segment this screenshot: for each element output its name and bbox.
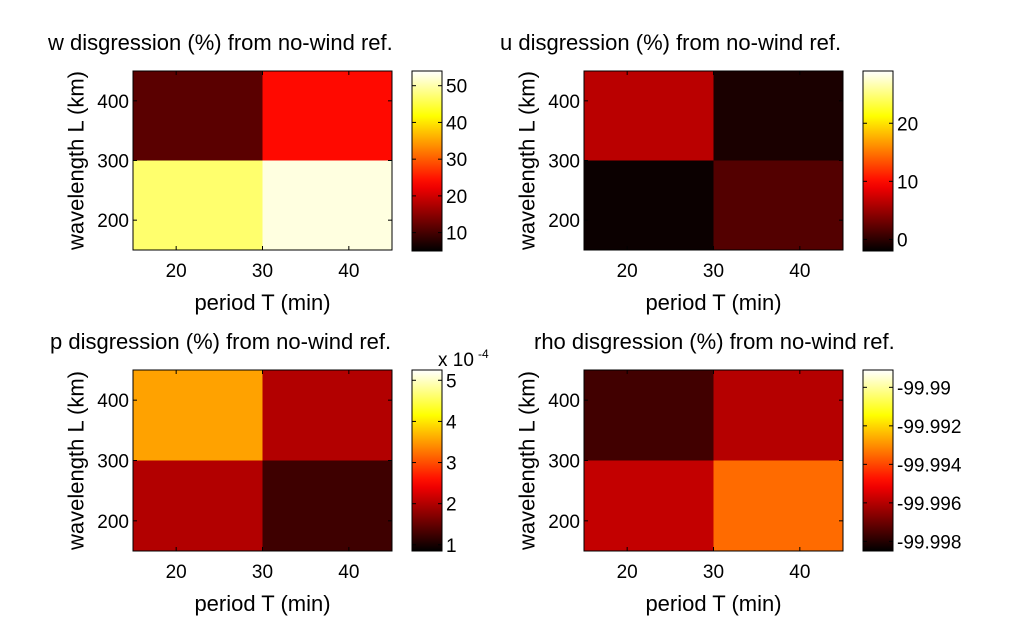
heatmap-cell-r1-c1	[262, 71, 392, 161]
colorbar-box	[862, 369, 894, 552]
y-tick-label: 400	[97, 391, 129, 412]
x-tick-label: 30	[703, 261, 724, 282]
colorbar-tick-label: -99.998	[897, 532, 961, 553]
colorbar-tick-label: -99.996	[897, 494, 961, 515]
heatmap-cell-r1-c0	[133, 71, 263, 161]
colorbar-tick-label: -99.994	[897, 455, 962, 476]
y-tick-label: 300	[97, 452, 129, 473]
heatmap-cell-r1-c0	[133, 370, 263, 461]
heatmap-cell-r0-c0	[584, 160, 714, 250]
x-tick-label: 30	[252, 261, 273, 282]
chart-title: rho disgression (%) from no-wind ref.	[534, 329, 895, 354]
y-tick-label: 400	[548, 391, 580, 412]
colorbar-gradient	[863, 370, 893, 551]
heatmap-cell-r0-c0	[133, 460, 263, 551]
chart-title: u disgression (%) from no-wind ref.	[500, 30, 841, 55]
heatmap-cell-r0-c1	[713, 160, 843, 250]
heatmap-cell-r1-c0	[584, 370, 714, 461]
y-axis-label: wavelength L (km)	[515, 371, 540, 551]
y-tick-label: 200	[548, 211, 580, 232]
heatmap-cell-r0-c1	[262, 460, 392, 551]
colorbar-tick-label: 30	[446, 150, 467, 171]
heatmap-cell-r0-c1	[713, 460, 843, 551]
x-tick-label: 30	[252, 562, 273, 583]
x-tick-label: 40	[789, 562, 810, 583]
y-axis-label: wavelength L (km)	[64, 71, 89, 251]
heatmap-cell-r1-c0	[584, 71, 714, 161]
heatmap-cell-r0-c0	[584, 460, 714, 551]
x-tick-label: 40	[338, 261, 359, 282]
colorbar-tick-label: 50	[446, 77, 467, 98]
colorbar-tick-label: 20	[446, 187, 467, 208]
heatmap-cell-r0-c0	[133, 160, 263, 250]
x-axis-label: period T (min)	[645, 591, 781, 616]
colorbar-tick-label: 10	[897, 172, 918, 193]
colorbar-multiplier-exponent: -4	[478, 347, 489, 361]
heatmap-cell-r1-c1	[713, 71, 843, 161]
y-axis-label: wavelength L (km)	[64, 371, 89, 551]
colorbar-tick-label: 40	[446, 113, 467, 134]
chart-title: p disgression (%) from no-wind ref.	[50, 329, 391, 354]
y-tick-label: 300	[97, 152, 129, 173]
colorbar-tick-label: 2	[446, 495, 457, 516]
y-tick-label: 400	[97, 92, 129, 113]
x-tick-label: 20	[166, 562, 187, 583]
colorbar-tick-label: 0	[897, 230, 908, 251]
x-axis-label: period T (min)	[645, 290, 781, 315]
colorbar-gradient	[412, 71, 442, 251]
colorbar-tick-label: -99.99	[897, 378, 951, 399]
x-tick-label: 40	[789, 261, 810, 282]
x-axis-label: period T (min)	[194, 591, 330, 616]
colorbar-multiplier: x 10	[438, 350, 474, 371]
x-tick-label: 40	[338, 562, 359, 583]
y-tick-label: 200	[548, 512, 580, 533]
colorbar-gradient	[863, 71, 893, 251]
y-tick-label: 200	[97, 512, 129, 533]
colorbar-tick-label: 5	[446, 371, 457, 392]
x-axis-label: period T (min)	[194, 290, 330, 315]
colorbar-box	[411, 369, 443, 552]
colorbar-box	[862, 70, 894, 252]
x-tick-label: 20	[617, 261, 638, 282]
colorbar-tick-label: 20	[897, 114, 918, 135]
y-tick-label: 300	[548, 152, 580, 173]
y-tick-label: 400	[548, 92, 580, 113]
colorbar-tick-label: -99.992	[897, 417, 961, 438]
x-tick-label: 20	[617, 562, 638, 583]
x-tick-label: 30	[703, 562, 724, 583]
colorbar-gradient	[412, 370, 442, 551]
heatmap-cell-r0-c1	[262, 160, 392, 250]
x-tick-label: 20	[166, 261, 187, 282]
y-tick-label: 200	[97, 211, 129, 232]
colorbar-tick-label: 1	[446, 536, 457, 557]
colorbar-tick-label: 10	[446, 224, 467, 245]
chart-title: w disgression (%) from no-wind ref.	[47, 30, 393, 55]
heatmap-cell-r1-c1	[713, 370, 843, 461]
colorbar-tick-label: 4	[446, 412, 457, 433]
y-tick-label: 300	[548, 452, 580, 473]
y-axis-label: wavelength L (km)	[515, 71, 540, 251]
colorbar-tick-label: 3	[446, 454, 457, 475]
colorbar-box	[411, 70, 443, 252]
heatmap-cell-r1-c1	[262, 370, 392, 461]
